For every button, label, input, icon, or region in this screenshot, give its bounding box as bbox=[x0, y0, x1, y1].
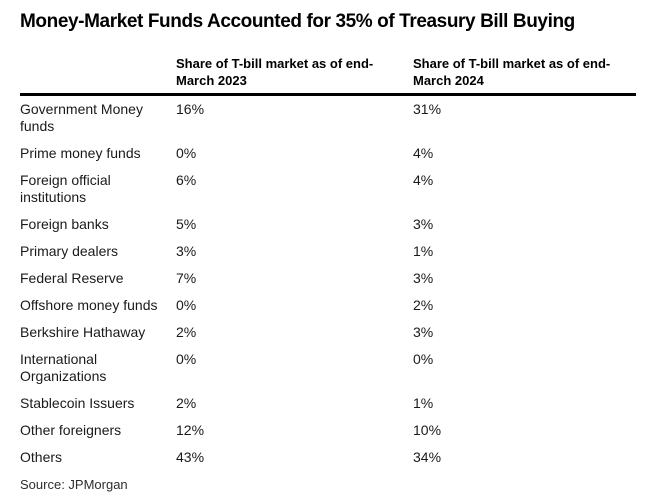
row-label: Other foreigners bbox=[20, 422, 122, 438]
value-2024: 10% bbox=[413, 422, 442, 438]
table-row: Prime money funds 0% 4% bbox=[20, 140, 636, 167]
table-row: Stablecoin Issuers 2% 1% bbox=[20, 390, 636, 417]
value-2024: 0% bbox=[413, 351, 434, 367]
table-header-row: Share of T-bill market as of end- March … bbox=[20, 55, 636, 96]
value-2023: 0% bbox=[176, 145, 197, 161]
row-label: Berkshire Hathaway bbox=[20, 324, 146, 340]
row-label: Offshore money funds bbox=[20, 297, 158, 313]
column-header-empty bbox=[20, 55, 176, 89]
source-note: Source: JPMorgan bbox=[20, 477, 128, 492]
row-label: Foreign banks bbox=[20, 216, 109, 232]
value-2023: 0% bbox=[176, 351, 197, 367]
column-header-2023: Share of T-bill market as of end- March … bbox=[176, 56, 374, 88]
value-2024: 3% bbox=[413, 216, 434, 232]
value-2024: 1% bbox=[413, 243, 434, 259]
table-row: International Organizations 0% 0% bbox=[20, 346, 636, 390]
column-header-2024: Share of T-bill market as of end- March … bbox=[413, 56, 611, 88]
value-2023: 2% bbox=[176, 324, 197, 340]
row-label: Others bbox=[20, 449, 63, 465]
value-2023: 7% bbox=[176, 270, 197, 286]
value-2024: 4% bbox=[413, 172, 434, 188]
row-label: Stablecoin Issuers bbox=[20, 395, 135, 411]
value-2023: 3% bbox=[176, 243, 197, 259]
row-label: International Organizations bbox=[20, 351, 107, 384]
value-2023: 5% bbox=[176, 216, 197, 232]
value-2024: 31% bbox=[413, 101, 442, 117]
value-2023: 43% bbox=[176, 449, 205, 465]
value-2024: 34% bbox=[413, 449, 442, 465]
row-label: Foreign official institutions bbox=[20, 172, 111, 205]
chart-title: Money-Market Funds Accounted for 35% of … bbox=[20, 11, 575, 32]
value-2024: 4% bbox=[413, 145, 434, 161]
value-2023: 6% bbox=[176, 172, 197, 188]
table-body: Government Money funds 16% 31% Prime mon… bbox=[20, 96, 636, 471]
value-2024: 1% bbox=[413, 395, 434, 411]
row-label: Prime money funds bbox=[20, 145, 141, 161]
value-2023: 2% bbox=[176, 395, 197, 411]
value-2024: 3% bbox=[413, 324, 434, 340]
table-row: Others 43% 34% bbox=[20, 444, 636, 471]
table-row: Berkshire Hathaway 2% 3% bbox=[20, 319, 636, 346]
table-row: Other foreigners 12% 10% bbox=[20, 417, 636, 444]
row-label: Federal Reserve bbox=[20, 270, 124, 286]
value-2024: 3% bbox=[413, 270, 434, 286]
table-row: Primary dealers 3% 1% bbox=[20, 238, 636, 265]
table-row: Federal Reserve 7% 3% bbox=[20, 265, 636, 292]
value-2023: 0% bbox=[176, 297, 197, 313]
table-row: Foreign banks 5% 3% bbox=[20, 211, 636, 238]
table-row: Government Money funds 16% 31% bbox=[20, 96, 636, 140]
value-2023: 12% bbox=[176, 422, 205, 438]
row-label: Government Money funds bbox=[20, 101, 143, 134]
table-row: Offshore money funds 0% 2% bbox=[20, 292, 636, 319]
value-2023: 16% bbox=[176, 101, 205, 117]
table-row: Foreign official institutions 6% 4% bbox=[20, 167, 636, 211]
row-label: Primary dealers bbox=[20, 243, 119, 259]
value-2024: 2% bbox=[413, 297, 434, 313]
